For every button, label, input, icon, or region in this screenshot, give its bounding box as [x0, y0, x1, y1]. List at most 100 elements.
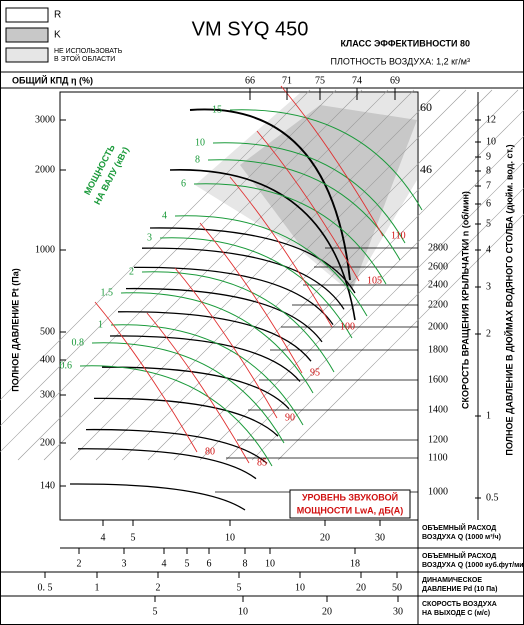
system-line: [121, 89, 493, 461]
power-value: 4: [162, 210, 167, 221]
inch-tick-label: 9: [486, 151, 491, 162]
efficiency-label: ОБЩИЙ КПД η (%): [12, 74, 93, 85]
power-value: 1: [98, 319, 103, 330]
fan-curve: [85, 428, 268, 464]
efficiency-tick: 71: [282, 75, 292, 86]
system-line: [173, 109, 524, 461]
power-line: [141, 271, 335, 373]
pressure-tick-label: 1000: [35, 244, 55, 255]
rpm-tick-label: 1600: [428, 374, 448, 385]
scale-tick-label: 20: [356, 582, 366, 593]
scale-tick-label: 2: [77, 558, 82, 569]
scale-tick-label: 10: [265, 558, 275, 569]
efficiency-tick: 74: [352, 75, 362, 86]
efficiency-class: КЛАСС ЭФФЕКТИВНОСТИ 80: [340, 38, 470, 48]
noise-value: 85: [257, 457, 267, 468]
pressure-tick-label: 300: [40, 389, 55, 400]
legend-swatch: [5, 7, 49, 23]
scale-label: ОБЪЕМНЫЙ РАСХОД: [422, 551, 496, 560]
noise-line: [174, 267, 278, 419]
rpm-tick-label: 1800: [428, 344, 448, 355]
scale-tick-label: 4: [101, 532, 106, 543]
power-line: [110, 324, 304, 426]
legend-label: НЕ ИСПОЛЬЗОВАТЬ: [54, 48, 123, 55]
noise-line: [280, 85, 384, 237]
scale-label: ВОЗДУХА Q (1000 куб.фут/мин): [422, 561, 524, 569]
scale-label: ВОЗДУХА Q (1000 м³/ч): [422, 534, 501, 541]
title: VM SYQ 450: [192, 18, 309, 40]
rpm-tick-label: 2000: [428, 321, 448, 332]
inch-tick-label: 4: [486, 244, 491, 255]
rpm-tick-label: 46: [420, 162, 432, 176]
scale-tick-label: 30: [375, 532, 385, 543]
scale-tick-label: 50: [392, 582, 402, 593]
system-line: [199, 135, 524, 461]
inch-tick-label: 12: [486, 114, 496, 125]
noise-box: [289, 489, 411, 519]
scale-tick-label: 6: [207, 558, 212, 569]
scale-tick-label: 5: [185, 558, 190, 569]
power-value: 0.8: [72, 337, 85, 348]
scale-tick-label: 5: [237, 582, 242, 593]
power-value: 15: [212, 104, 222, 115]
rpm-tick-label: 2400: [428, 279, 448, 290]
pressure-tick-label: 200: [40, 437, 55, 448]
power-value: 1.5: [101, 287, 114, 298]
power-value: 6: [181, 178, 186, 189]
rpm-axis-label: СКОРОСТЬ ВРАЩЕНИЯ КРЫЛЬЧАТКИ n (об/мин): [460, 191, 470, 409]
pressure-tick-label: 500: [40, 326, 55, 337]
fan-curve: [149, 227, 356, 294]
legend-label: В ЭТОЙ ОБЛАСТИ: [54, 54, 115, 63]
fan-curve: [117, 311, 312, 362]
system-line: [251, 187, 524, 461]
scale-label: ОБЪЕМНЫЙ РАСХОД: [422, 523, 496, 532]
system-line: [225, 161, 524, 461]
scale-tick-label: 3: [122, 558, 127, 569]
efficiency-tick: 66: [245, 75, 255, 86]
inch-tick-label: 0.5: [486, 492, 499, 503]
inch-tick-label: 5: [486, 218, 491, 229]
noise-value: 90: [285, 412, 295, 423]
scale-tick-label: 0. 5: [38, 582, 53, 593]
scale-tick-label: 1: [95, 582, 100, 593]
inch-tick-label: 2: [486, 328, 491, 339]
inch-tick-label: 1: [486, 410, 491, 421]
power-value: 2: [129, 266, 134, 277]
rpm-tick-label: 1400: [428, 404, 448, 415]
legend-swatch: [5, 27, 49, 43]
scale-tick-label: 30: [393, 606, 403, 617]
scale-label: НА ВЫХОДЕ С (м/с): [422, 610, 490, 617]
scale-tick-label: 2: [156, 582, 161, 593]
rpm-tick-label: 2800: [428, 242, 448, 253]
system-line: [17, 89, 389, 461]
power-line: [212, 142, 406, 244]
power-line: [229, 109, 423, 211]
rpm-tick-label: 1100: [428, 452, 448, 463]
rpm-tick-label: 1000: [428, 486, 448, 497]
scale-tick-label: 18: [350, 558, 360, 569]
fan-curve: [133, 266, 334, 325]
power-value: 8: [195, 154, 200, 165]
legend-label: K: [54, 30, 61, 41]
inch-axis-label: ПОЛНОЕ ДАВЛЕНИЕ В ДЮЙМАХ ВОДЯНОГО СТОЛБА…: [503, 144, 514, 455]
system-line: [0, 89, 311, 401]
legend-label: R: [54, 10, 61, 21]
system-line: [0, 89, 363, 453]
scale-label: ДАВЛЕНИЕ Pd (10 Па): [422, 586, 497, 593]
fan-curve: [101, 366, 290, 410]
noise-value: 100: [340, 321, 355, 332]
power-line: [120, 292, 314, 394]
system-line: [0, 89, 337, 427]
air-density: ПЛОТНОСТЬ ВОЗДУХА: 1,2 кг/м³: [331, 56, 470, 66]
noise-value: 105: [367, 275, 382, 286]
fan-curve: [77, 448, 257, 480]
scale-tick-label: 5: [131, 532, 136, 543]
pressure-tick-label: 400: [40, 354, 55, 365]
inch-tick-label: 6: [486, 198, 491, 209]
noise-label: УРОВЕНЬ ЗВУКОВОЙ: [302, 491, 398, 502]
system-line: [277, 213, 524, 461]
scale-tick-label: 10: [238, 606, 248, 617]
fan-curve: [189, 108, 351, 281]
rpm-tick-label: 2600: [428, 261, 448, 272]
